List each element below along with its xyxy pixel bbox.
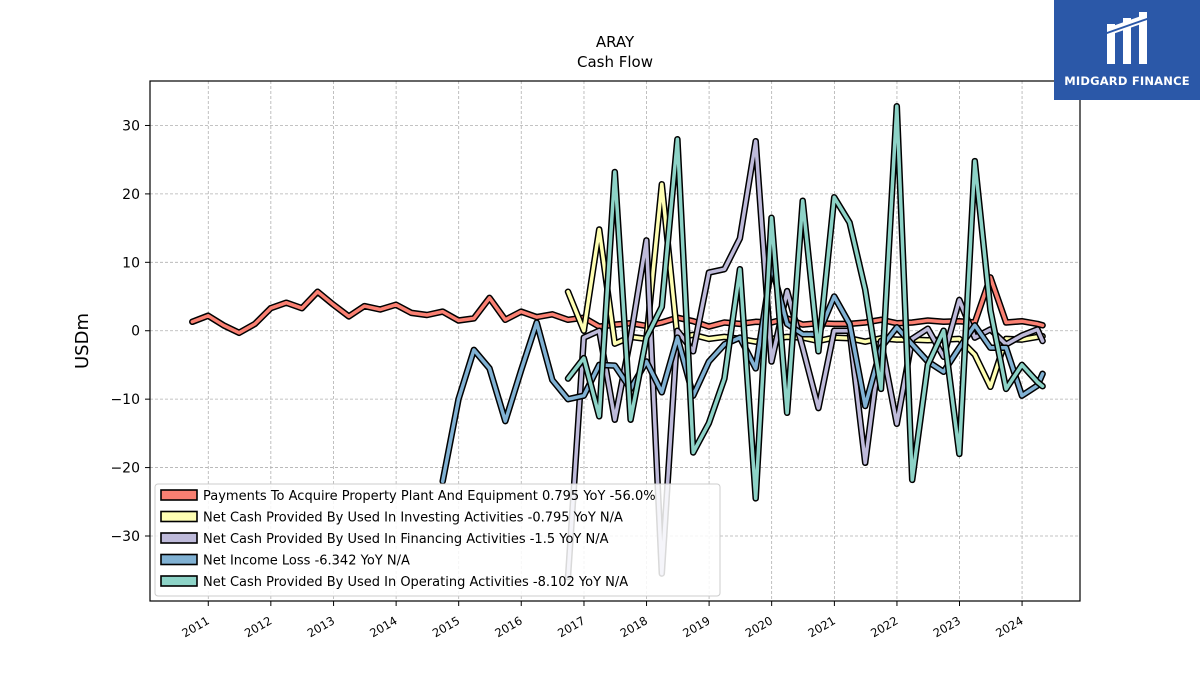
legend-entry: Net Cash Provided By Used In Operating A… [203, 575, 628, 590]
y-tick-label: −10 [110, 392, 140, 408]
y-tick-label: 20 [122, 187, 140, 203]
series-layer [189, 103, 1046, 581]
legend-entry: Net Cash Provided By Used In Financing A… [203, 532, 609, 547]
x-tick-label: 2014 [367, 613, 399, 640]
plot-frame [149, 80, 1081, 602]
chart-subtitle: Cash Flow [577, 53, 653, 71]
legend-swatch [160, 510, 198, 523]
x-tick-label: 2017 [555, 613, 587, 640]
x-tick-label: 2024 [993, 613, 1025, 640]
y-tick-label: −20 [110, 461, 140, 477]
legend-entry: Net Cash Provided By Used In Investing A… [203, 511, 623, 526]
legend-swatch [160, 553, 198, 566]
legend-swatch [160, 489, 198, 501]
x-tick-label: 2020 [743, 613, 775, 640]
y-tick-label: 30 [122, 118, 140, 134]
x-tick-label: 2019 [680, 613, 712, 640]
midgard-logo-icon [1107, 12, 1147, 64]
y-tick-label: 10 [122, 255, 140, 271]
x-tick-label: 2018 [618, 613, 650, 640]
x-axis-ticks: 2011 2012 2013 2014 2015 2016 2017 2018 2019 2020… [179, 601, 1026, 640]
x-tick-label: 2016 [492, 613, 524, 640]
y-tick-label: 0 [131, 324, 140, 340]
legend-entry: Net Income Loss -6.342 YoY N/A [203, 554, 410, 569]
y-tick-label: −30 [110, 529, 140, 545]
legend-swatch [160, 532, 198, 544]
x-tick-label: 2023 [931, 613, 963, 640]
y-axis-ticks: −30 −20 −10 0 10 20 30 [110, 118, 150, 545]
x-tick-label: 2021 [806, 613, 838, 640]
legend-entry: Payments To Acquire Property Plant And E… [203, 489, 656, 504]
legend-swatch [160, 575, 198, 587]
x-tick-label: 2022 [868, 613, 900, 640]
x-tick-label: 2015 [430, 613, 462, 640]
midgard-logo: MIDGARD FINANCE [1054, 0, 1200, 100]
y-axis-label: USDm [72, 313, 93, 369]
brand-name: MIDGARD FINANCE [1064, 74, 1190, 88]
legend-box [154, 483, 721, 597]
chart-title: ARAY [596, 33, 635, 51]
x-tick-label: 2011 [179, 613, 211, 640]
x-tick-label: 2012 [242, 613, 274, 640]
x-tick-label: 2013 [305, 613, 337, 640]
series-line-4 [566, 104, 1045, 501]
legend: Payments To Acquire Property Plant And E… [154, 483, 721, 597]
